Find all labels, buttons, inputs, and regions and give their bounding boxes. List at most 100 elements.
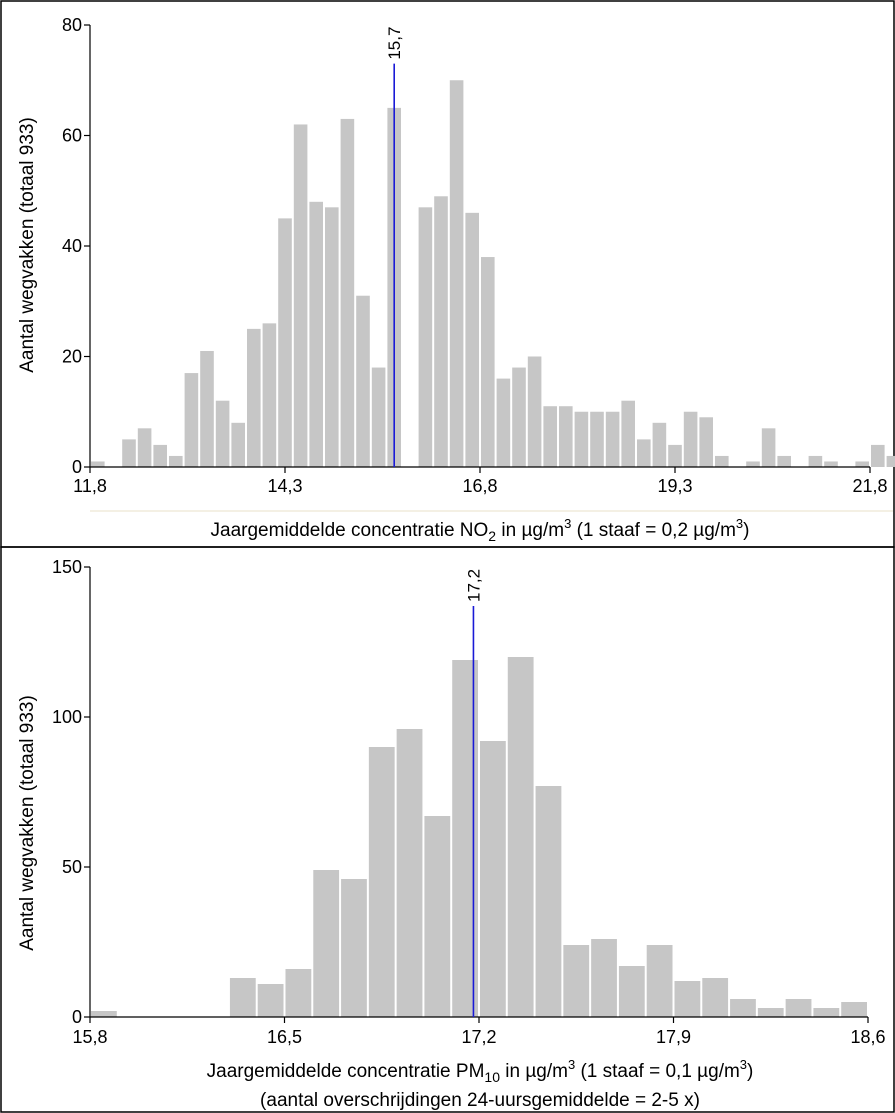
chart2-x-tick-label: 18,6 — [850, 1027, 885, 1047]
chart2-bar — [646, 945, 673, 1017]
chart1-bar — [137, 428, 152, 467]
chart1-x-tick-label: 21,8 — [852, 476, 887, 496]
chart2-x-axis-title-part: 3 — [740, 1057, 747, 1072]
chart2-bar — [757, 1008, 784, 1017]
chart2-bar — [368, 747, 395, 1017]
chart1-bar — [356, 295, 370, 467]
chart1-bar — [340, 118, 355, 468]
chart2-bar — [674, 981, 701, 1017]
chart2-bar — [341, 879, 367, 1017]
chart1-bar — [122, 439, 136, 467]
chart1-y-tick-label: 80 — [62, 15, 82, 35]
chart2-bar — [785, 999, 812, 1017]
chart1-bar — [777, 455, 791, 467]
chart1-x-tick-label: 11,8 — [73, 476, 107, 496]
chart1-bar — [371, 367, 386, 467]
chart2-bar — [841, 1002, 867, 1017]
chart1-bar — [215, 400, 230, 467]
chart1-bar — [559, 406, 573, 467]
chart2-bar — [535, 786, 562, 1017]
chart1-y-tick-label: 40 — [62, 236, 82, 256]
chart1-x-axis-title-part: 3 — [736, 516, 743, 531]
chart2-y-tick-label: 50 — [62, 857, 82, 877]
chart2-x-tick-label: 17,2 — [461, 1027, 496, 1047]
chart2-mean-marker-label: 17,2 — [464, 569, 483, 602]
chart1-bar — [637, 439, 651, 467]
chart1-bar — [652, 422, 667, 467]
chart1-x-axis-title-part: in µg/m — [496, 520, 564, 541]
chart1-bar — [91, 461, 105, 467]
chart2-bar — [229, 978, 256, 1017]
chart1-y-tick-label: 60 — [62, 126, 82, 146]
chart1-y-tick-label: 20 — [62, 347, 82, 367]
chart2-x-axis-title-part: Jaargemiddelde concentratie PM — [207, 1061, 485, 1082]
chart1-bar — [169, 455, 183, 467]
chart1-bar — [590, 411, 604, 467]
chart2-x-axis-title-part: ) — [747, 1061, 753, 1082]
chart1-bar — [293, 124, 308, 467]
chart1-bar — [153, 444, 167, 467]
chart1-bar — [481, 257, 495, 467]
chart2-x-axis-title: Jaargemiddelde concentratie PM10 in µg/m… — [207, 1057, 754, 1085]
chart2-bar — [563, 945, 590, 1017]
chart1-bar — [184, 373, 199, 467]
chart2-bar — [313, 870, 340, 1017]
chart1-bar — [200, 350, 214, 467]
chart1-bar — [527, 356, 542, 467]
chart2-bar — [396, 729, 423, 1017]
chart1-bar — [543, 406, 557, 467]
chart1-bar — [621, 400, 635, 467]
chart2-bar — [424, 816, 451, 1017]
chart1-bar — [512, 367, 526, 467]
chart2-bar — [813, 1008, 840, 1017]
chart2-x-axis-title-part: (1 staaf = 0,1 µg/m — [575, 1061, 740, 1082]
chart1-mean-marker-label: 15,7 — [385, 27, 404, 60]
chart1-bar — [309, 201, 323, 468]
chart1-bar — [418, 207, 433, 467]
chart2-bar — [730, 999, 756, 1017]
chart1-bar — [574, 411, 589, 467]
chart1-bar — [449, 80, 464, 467]
chart2-bar — [285, 969, 312, 1017]
chart1-bar — [808, 455, 823, 467]
chart2-x-tick-label: 17,9 — [656, 1027, 691, 1047]
chart1-bar — [699, 417, 713, 467]
chart2-x-tick-label: 16,5 — [267, 1027, 302, 1047]
chart2-bar — [591, 939, 617, 1017]
chart2-bar — [480, 741, 506, 1017]
chart1-bar — [683, 411, 698, 467]
chart1-bar — [278, 218, 292, 467]
chart1-bar — [871, 444, 885, 467]
chart2-x-axis-title-part: 10 — [484, 1069, 500, 1085]
chart1-bar — [325, 207, 339, 467]
chart2-bar — [702, 978, 729, 1017]
chart1-x-axis-title-part: (1 staaf = 0,2 µg/m — [571, 520, 736, 541]
chart1-y-axis-title: Aantal wegvakken (totaal 933) — [17, 117, 38, 373]
chart1-bar — [855, 461, 869, 467]
chart2-bar — [257, 984, 284, 1017]
chart1-bar — [824, 461, 838, 467]
chart2-x-axis-subtitle: (aantal overschrijdingen 24-uursgemiddel… — [260, 1090, 700, 1111]
chart2-x-axis-title-part: 3 — [568, 1057, 575, 1072]
chart1-x-axis-title: Jaargemiddelde concentratie NO2 in µg/m3… — [211, 516, 750, 544]
chart1-bar — [262, 323, 277, 467]
chart2-x-tick-label: 15,8 — [72, 1027, 107, 1047]
chart2-x-axis-title-part: in µg/m — [500, 1061, 568, 1082]
chart1-bar — [231, 422, 245, 467]
chart2-bar — [507, 657, 534, 1017]
chart2-y-tick-label: 0 — [72, 1007, 82, 1027]
chart1-bar — [465, 212, 479, 467]
chart1-x-tick-label: 14,3 — [267, 476, 302, 496]
chart1-x-axis-title-part: ) — [743, 520, 749, 541]
chart1-bar — [434, 196, 448, 467]
chart1-bar — [668, 444, 682, 467]
chart1-bar — [496, 378, 511, 467]
chart2-y-tick-label: 150 — [52, 557, 82, 577]
chart1-bar — [247, 328, 261, 467]
chart2-bar — [618, 966, 645, 1017]
chart1-x-axis-title-part: 2 — [488, 528, 496, 544]
chart1-bar — [761, 428, 776, 467]
chart1-x-tick-label: 19,3 — [657, 476, 692, 496]
